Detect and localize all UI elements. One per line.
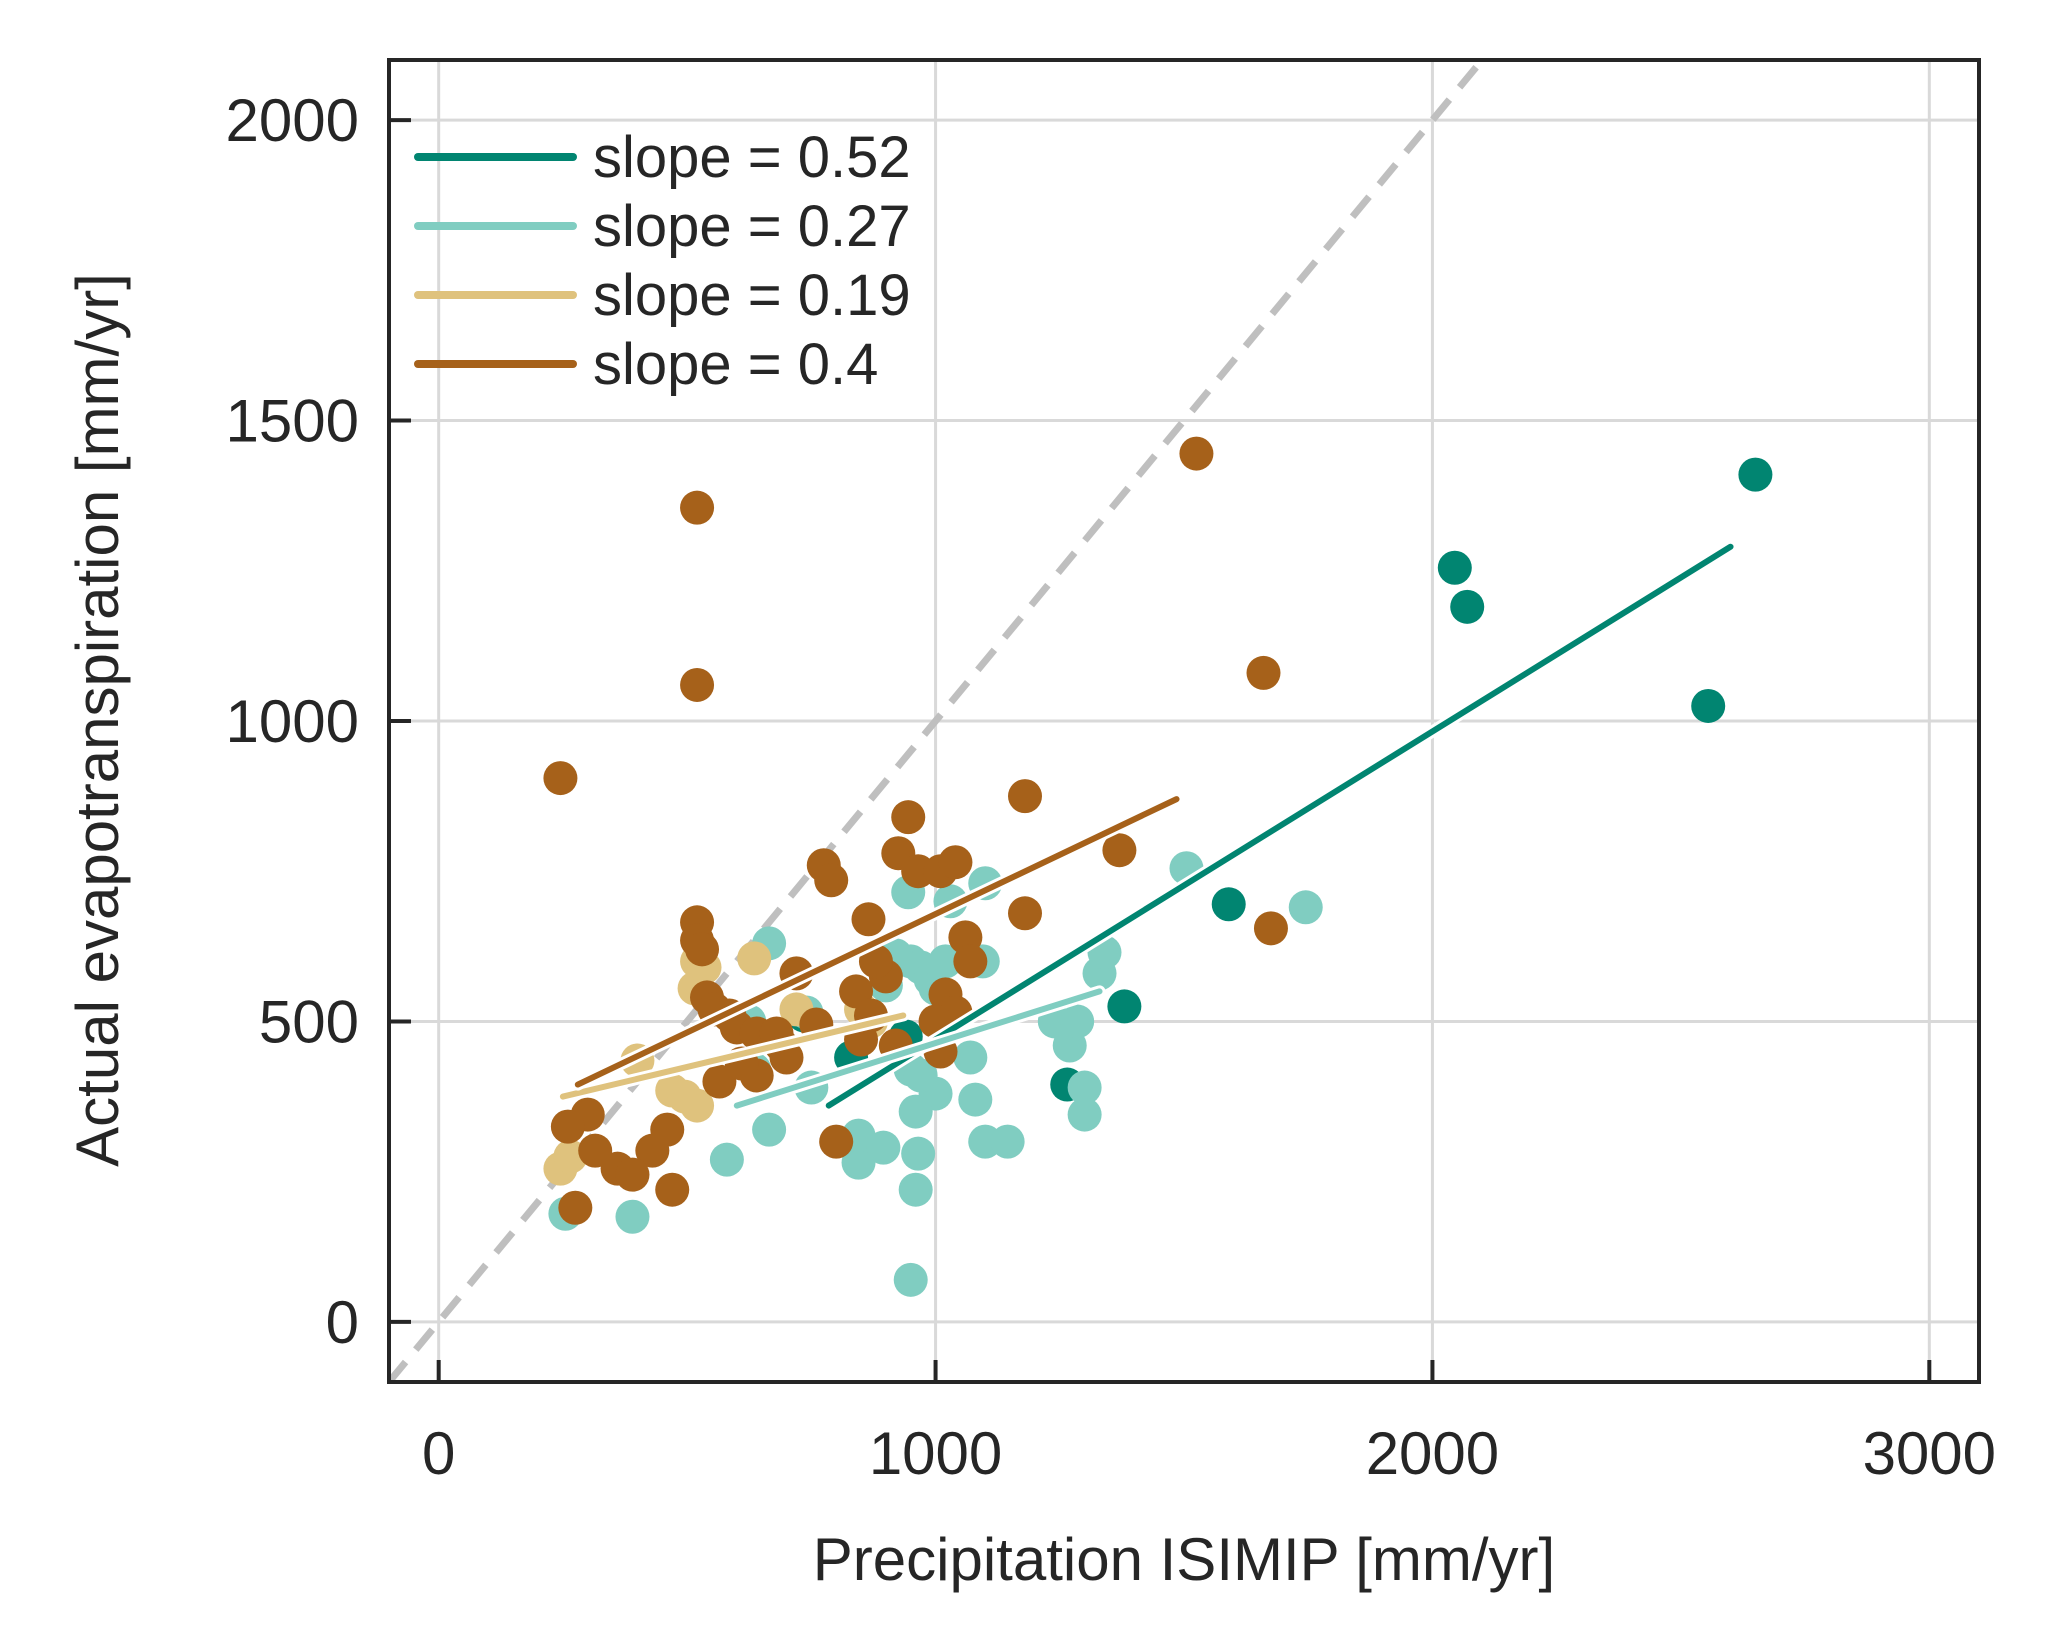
data-point-series-3 — [680, 1088, 715, 1123]
x-tick-label: 2000 — [1366, 1420, 1499, 1487]
data-point-series-1 — [1450, 589, 1485, 624]
data-point-series-2 — [1288, 890, 1323, 925]
data-point-series-2 — [898, 1172, 933, 1207]
data-point-series-1 — [1107, 989, 1142, 1024]
data-point-series-4 — [814, 863, 849, 898]
data-point-series-2 — [901, 1136, 936, 1171]
x-tick-label: 3000 — [1863, 1420, 1996, 1487]
data-point-series-4 — [953, 944, 988, 979]
fit-line-series-1 — [825, 543, 1734, 1109]
legend-label-series-1: slope = 0.52 — [593, 125, 911, 190]
y-tick-label: 1000 — [226, 688, 359, 755]
data-point-series-2 — [958, 1082, 993, 1117]
data-point-series-4 — [550, 1109, 585, 1144]
data-point-series-2 — [841, 1145, 876, 1180]
data-point-series-4 — [685, 932, 720, 967]
data-point-series-4 — [819, 1124, 854, 1159]
data-point-series-4 — [558, 1190, 593, 1225]
data-point-series-2 — [898, 1094, 933, 1129]
y-axis-label: Actual evapotranspiration [mm/yr] — [64, 273, 131, 1167]
y-tick-label: 500 — [259, 988, 359, 1055]
fit-line-series-4 — [574, 796, 1180, 1088]
data-point-series-4 — [615, 1157, 650, 1192]
y-tick-label: 1500 — [226, 388, 359, 455]
data-point-series-4 — [1246, 655, 1281, 690]
x-axis-label: Precipitation ISIMIP [mm/yr] — [813, 1526, 1555, 1593]
data-point-series-3 — [737, 941, 772, 976]
x-tick-label: 0 — [422, 1420, 455, 1487]
data-point-series-2 — [709, 1142, 744, 1177]
data-point-series-4 — [635, 1133, 670, 1168]
data-point-series-1 — [1211, 887, 1246, 922]
data-point-series-4 — [1179, 436, 1214, 471]
x-tick-label: 1000 — [869, 1420, 1002, 1487]
data-point-series-4 — [680, 490, 715, 525]
data-point-series-4 — [578, 1133, 613, 1168]
data-point-series-2 — [1060, 1004, 1095, 1039]
data-point-series-4 — [938, 845, 973, 880]
fit-line-series-3 — [559, 1012, 907, 1100]
data-point-series-4 — [851, 902, 886, 937]
data-point-series-2 — [953, 1040, 988, 1075]
data-point-series-2 — [928, 944, 963, 979]
fit-lines — [556, 540, 1737, 1112]
data-point-series-2 — [866, 1130, 901, 1165]
data-point-series-2 — [893, 1262, 928, 1297]
data-point-series-2 — [1067, 1097, 1102, 1132]
data-point-series-4 — [543, 761, 578, 796]
data-point-series-4 — [1008, 779, 1042, 814]
data-point-series-2 — [903, 1058, 938, 1093]
data-point-series-4 — [1102, 833, 1137, 868]
data-point-series-1 — [1738, 457, 1773, 492]
plot-area — [389, 60, 1773, 1382]
legend-label-series-2: slope = 0.27 — [593, 194, 911, 259]
data-point-series-4 — [655, 1172, 690, 1207]
legend-label-series-4: slope = 0.4 — [593, 332, 878, 397]
y-tick-label: 0 — [326, 1289, 359, 1356]
data-point-series-2 — [752, 1112, 787, 1147]
grid-lines — [389, 60, 1979, 1382]
data-point-series-2 — [615, 1199, 650, 1234]
data-point-series-1 — [1437, 550, 1472, 585]
data-point-series-2 — [1067, 1070, 1102, 1105]
axis-ticks: 0 1000 2000 3000 0 500 1000 1500 2000 — [226, 87, 1997, 1487]
fit-line-series-2 — [733, 988, 1103, 1109]
data-point-series-4 — [680, 667, 715, 702]
data-point-series-4 — [1008, 896, 1042, 931]
scatter-points — [543, 436, 1773, 1297]
legend-label-series-3: slope = 0.19 — [593, 263, 911, 328]
data-point-series-1 — [1691, 688, 1726, 723]
data-point-series-4 — [891, 800, 926, 835]
y-tick-label: 2000 — [226, 87, 359, 154]
data-point-series-4 — [1253, 911, 1288, 946]
data-point-series-2 — [990, 1124, 1025, 1159]
